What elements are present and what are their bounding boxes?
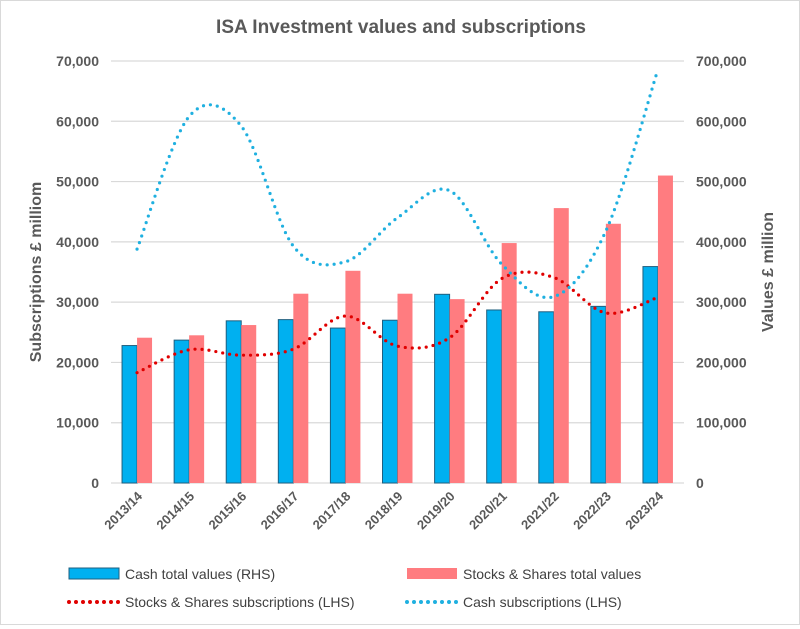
x-tick-label: 2019/20: [414, 489, 458, 533]
y-tick-right: 500,000: [696, 174, 747, 190]
legend-label-cash-values: Cash total values (RHS): [125, 566, 275, 582]
y-tick-left: 20,000: [56, 354, 99, 370]
bar-cash-values: [434, 293, 451, 484]
y-tick-left: 10,000: [56, 415, 99, 431]
x-tick-label: 2014/15: [153, 489, 197, 533]
x-tick-label: 2015/16: [206, 489, 250, 533]
legend-swatch-cash-values: [68, 567, 120, 580]
bar-cash-values: [277, 319, 294, 484]
x-tick-label: 2021/22: [518, 489, 562, 533]
y-tick-right: 400,000: [696, 234, 747, 250]
bar-ss-values: [553, 208, 569, 483]
x-tick-label: 2022/23: [570, 489, 614, 533]
bar-ss-values: [293, 293, 309, 483]
bar-ss-values: [657, 175, 673, 484]
y-tick-left: 60,000: [56, 113, 99, 129]
y-tick-left: 40,000: [56, 234, 99, 250]
y-tick-right: 200,000: [696, 354, 747, 370]
bar-ss-values: [449, 299, 465, 483]
bar-ss-values: [397, 293, 413, 483]
bar-ss-values: [501, 243, 517, 483]
bar-ss-values: [137, 337, 153, 483]
x-tick-label: 2016/17: [258, 489, 302, 533]
y-tick-left: 0: [91, 475, 99, 491]
x-tick-label: 2013/14: [101, 488, 145, 532]
bar-ss-values: [345, 270, 361, 483]
y-tick-right: 700,000: [696, 53, 747, 69]
y-axis-left-label: Subscriptions £ milliom: [28, 182, 45, 362]
line-cash-subscriptions: [135, 67, 660, 300]
x-tick-label: 2023/24: [622, 488, 666, 532]
y-tick-right: 0: [696, 475, 704, 491]
bar-cash-values: [225, 320, 242, 484]
y-tick-right: 300,000: [696, 294, 747, 310]
bar-cash-values: [329, 327, 346, 484]
bar-ss-values: [189, 335, 205, 483]
legend-label-ss-subs: Stocks & Shares subscriptions (LHS): [125, 594, 355, 610]
legend-swatch-ss-values: [407, 568, 457, 579]
bar-cash-values: [121, 345, 138, 484]
legend: Cash total values (RHS) Stocks & Shares …: [67, 566, 641, 610]
y-tick-left: 50,000: [56, 174, 99, 190]
bar-cash-values: [173, 339, 190, 484]
y-axis-right-label: Values £ million: [760, 212, 777, 332]
bar-cash-values: [382, 319, 398, 484]
bar-cash-values: [486, 309, 503, 484]
x-tick-label: 2020/21: [466, 489, 510, 533]
y-tick-right: 600,000: [696, 113, 747, 129]
bar-cash-values: [590, 305, 607, 484]
legend-label-ss-values: Stocks & Shares total values: [463, 566, 641, 582]
y-tick-right: 100,000: [696, 415, 747, 431]
x-tick-label: 2017/18: [310, 489, 354, 533]
chart-title: ISA Investment values and subscriptions: [216, 17, 586, 38]
y-tick-left: 30,000: [56, 294, 99, 310]
bar-ss-values: [241, 325, 257, 483]
bar-ss-values: [605, 223, 621, 483]
x-tick-label: 2018/19: [362, 489, 406, 533]
y-tick-left: 70,000: [56, 53, 99, 69]
legend-label-cash-subs: Cash subscriptions (LHS): [463, 594, 622, 610]
bar-cash-values: [538, 311, 555, 484]
